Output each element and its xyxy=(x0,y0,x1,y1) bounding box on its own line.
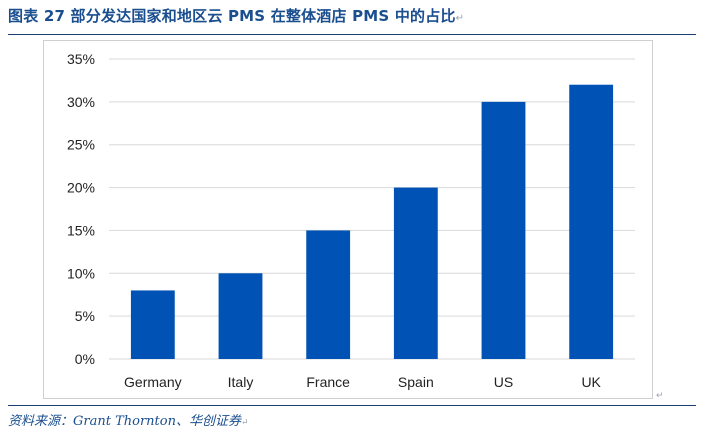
y-axis-labels: 0% 5% 10% 15% 20% 25% 30% 35% xyxy=(67,51,95,367)
y-tick-label: 35% xyxy=(67,51,95,67)
x-tick-label: Spain xyxy=(398,374,434,390)
bar-spain xyxy=(393,187,438,359)
y-tick-label: 25% xyxy=(67,137,95,153)
chart-title: 图表 27 部分发达国家和地区云 PMS 在整体酒店 PMS 中的占比↵ xyxy=(8,5,464,26)
bar-germany xyxy=(130,290,175,359)
source-note: 资料来源：Grant Thornton、华创证券↵ xyxy=(8,410,249,429)
y-tick-label: 30% xyxy=(67,94,95,110)
y-tick-label: 15% xyxy=(67,222,95,238)
title-divider xyxy=(8,34,696,35)
paragraph-mark-icon: ↵ xyxy=(455,13,465,24)
title-text: 图表 27 部分发达国家和地区云 PMS 在整体酒店 PMS 中的占比 xyxy=(8,7,456,25)
chart-frame xyxy=(43,40,653,399)
x-tick-label: US xyxy=(494,374,513,390)
bar-us xyxy=(481,101,526,359)
x-tick-label: Germany xyxy=(124,374,182,390)
paragraph-mark-icon: ↵ xyxy=(240,418,249,428)
bar-france xyxy=(306,230,351,359)
x-axis-labels: Germany Italy France Spain US UK xyxy=(124,374,602,390)
source-text: 资料来源：Grant Thornton、华创证券 xyxy=(8,414,241,429)
y-tick-label: 20% xyxy=(67,180,95,196)
source-divider xyxy=(8,405,696,406)
y-tick-label: 5% xyxy=(75,308,95,324)
bars xyxy=(130,84,614,359)
x-tick-label: Italy xyxy=(228,374,254,390)
gridlines xyxy=(109,58,635,360)
y-tick-label: 0% xyxy=(75,351,95,367)
x-tick-label: France xyxy=(306,374,350,390)
y-tick-label: 10% xyxy=(67,265,95,281)
bar-italy xyxy=(218,273,263,359)
bar-uk xyxy=(569,84,614,359)
x-tick-label: UK xyxy=(581,374,601,390)
paragraph-mark-icon: ↵ xyxy=(656,391,664,401)
